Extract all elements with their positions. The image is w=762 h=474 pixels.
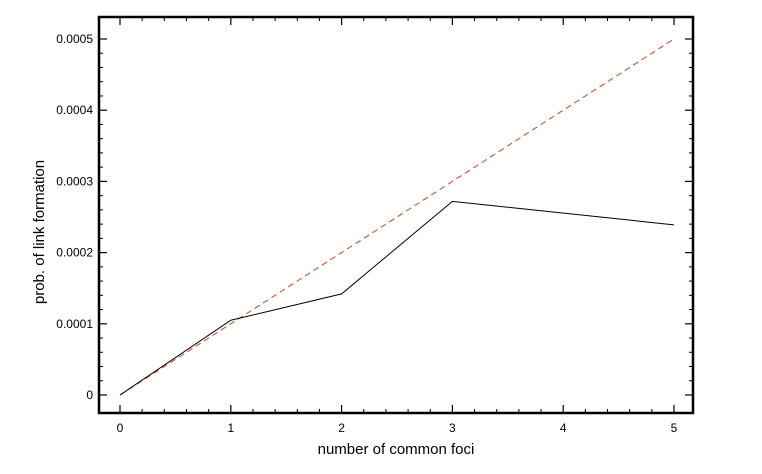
y-tick-label: 0.0004 <box>56 103 93 117</box>
y-tick-label: 0.0002 <box>56 246 93 260</box>
y-tick-label: 0 <box>86 388 93 402</box>
x-tick-label: 2 <box>338 421 345 435</box>
dashed-series-line <box>119 38 675 396</box>
y-tick-label: 0.0005 <box>56 32 93 46</box>
y-axis-label: prob. of link formation <box>31 160 48 304</box>
ticks-layer <box>99 17 693 413</box>
x-tick-label: 0 <box>117 421 124 435</box>
solid-series-line <box>119 200 675 396</box>
y-tick-label: 0.0001 <box>56 317 93 331</box>
x-tick-label: 5 <box>671 421 678 435</box>
plot-frame <box>97 15 695 415</box>
x-tick-label: 1 <box>227 421 234 435</box>
x-tick-label: 3 <box>449 421 456 435</box>
x-axis-label: number of common foci <box>318 441 475 458</box>
tick-labels-layer: 0 1 2 3 4 5 0 0.0001 0.0002 0.0003 0.0004 0.0005 <box>56 32 677 435</box>
series-layer <box>119 38 675 396</box>
x-tick-label: 4 <box>560 421 567 435</box>
y-tick-label: 0.0003 <box>56 174 93 188</box>
